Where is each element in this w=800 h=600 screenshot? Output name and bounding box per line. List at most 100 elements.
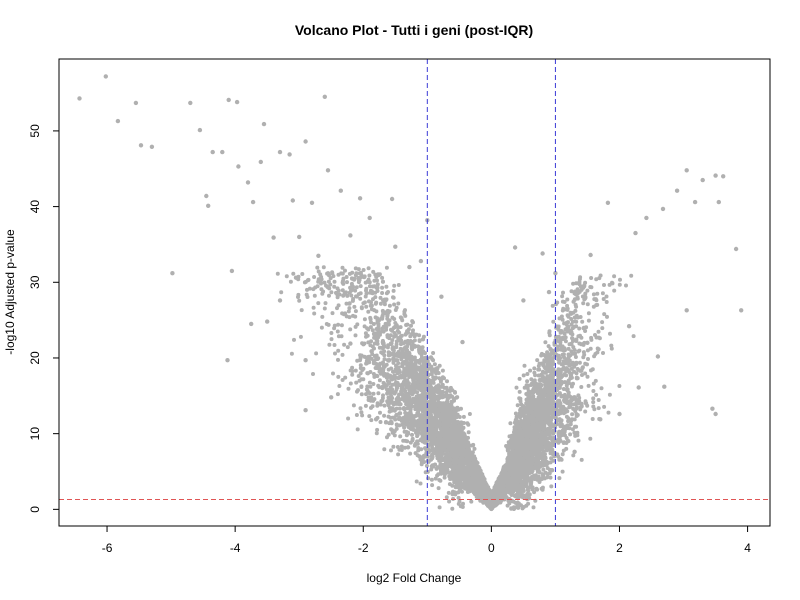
data-point xyxy=(461,421,466,425)
data-point xyxy=(393,367,398,372)
data-point xyxy=(384,284,389,289)
data-point xyxy=(565,306,570,311)
data-point xyxy=(316,253,321,258)
data-point xyxy=(359,275,364,279)
data-point xyxy=(583,409,588,414)
data-point xyxy=(609,346,614,351)
data-point xyxy=(320,314,325,319)
data-point xyxy=(391,295,395,300)
data-point xyxy=(599,386,604,391)
data-point xyxy=(591,389,596,393)
data-point xyxy=(380,279,385,284)
data-point xyxy=(405,445,411,450)
data-point xyxy=(348,233,353,238)
data-point xyxy=(403,313,408,318)
data-point xyxy=(220,149,225,155)
data-point xyxy=(739,308,744,313)
data-point xyxy=(343,375,348,380)
data-point xyxy=(384,265,389,270)
data-point xyxy=(378,420,383,424)
data-point xyxy=(329,395,334,400)
data-point xyxy=(398,411,403,416)
data-point xyxy=(514,414,519,419)
data-point xyxy=(355,358,360,363)
data-point xyxy=(331,371,335,376)
data-point xyxy=(585,374,590,379)
data-point xyxy=(617,411,622,417)
data-point xyxy=(574,360,579,365)
data-point xyxy=(423,410,427,415)
data-point xyxy=(353,368,358,373)
data-point xyxy=(369,349,374,354)
data-point xyxy=(512,245,518,250)
data-point xyxy=(379,367,384,372)
data-point xyxy=(566,401,571,406)
data-point xyxy=(204,193,209,199)
data-point xyxy=(406,404,411,409)
data-point xyxy=(332,284,337,289)
data-point xyxy=(279,290,284,295)
data-point xyxy=(549,398,554,403)
data-point xyxy=(404,385,409,390)
data-point xyxy=(382,447,387,452)
data-point xyxy=(581,301,586,306)
data-point xyxy=(543,340,548,345)
data-point xyxy=(419,462,424,467)
data-point xyxy=(578,405,583,410)
data-point xyxy=(562,336,567,341)
data-point xyxy=(358,363,363,368)
data-point xyxy=(588,285,593,289)
data-point xyxy=(350,287,355,292)
data-point xyxy=(430,446,435,451)
data-point xyxy=(428,401,433,406)
data-point xyxy=(570,412,575,417)
data-point xyxy=(364,304,369,309)
data-point xyxy=(234,99,240,105)
data-point xyxy=(330,311,335,316)
data-point xyxy=(595,302,600,307)
data-point xyxy=(572,348,577,352)
data-point xyxy=(547,330,552,335)
data-point xyxy=(380,275,385,280)
data-point xyxy=(441,405,446,409)
chart-title: Volcano Plot - Tutti i geni (post-IQR) xyxy=(295,22,533,38)
data-point xyxy=(660,206,666,212)
data-point xyxy=(385,435,389,440)
data-point xyxy=(431,438,436,443)
data-point xyxy=(298,334,303,339)
data-point xyxy=(366,398,371,402)
data-point xyxy=(414,403,418,408)
data-point xyxy=(445,388,450,393)
data-point xyxy=(523,406,528,411)
data-point xyxy=(416,359,421,363)
data-point xyxy=(515,403,520,408)
data-point xyxy=(585,340,590,345)
data-point xyxy=(580,373,584,377)
data-point xyxy=(371,382,376,386)
data-point xyxy=(369,339,374,344)
data-point xyxy=(331,274,336,279)
data-point xyxy=(591,292,596,297)
data-point xyxy=(617,282,622,287)
data-point xyxy=(564,436,569,440)
data-point xyxy=(296,277,301,282)
data-point xyxy=(440,368,445,373)
data-point xyxy=(329,331,334,335)
data-point xyxy=(397,392,401,397)
data-point xyxy=(323,301,328,306)
data-point xyxy=(526,501,531,506)
data-point xyxy=(383,298,388,303)
data-point xyxy=(412,443,417,448)
data-point xyxy=(390,338,395,343)
data-point xyxy=(415,380,420,385)
data-point xyxy=(367,380,372,385)
data-point xyxy=(549,360,554,365)
data-point xyxy=(568,422,573,427)
data-point xyxy=(362,317,367,322)
data-point xyxy=(428,442,433,447)
data-point xyxy=(569,373,574,378)
data-point xyxy=(713,411,718,417)
data-point xyxy=(568,432,573,437)
data-point xyxy=(595,350,600,355)
data-point xyxy=(371,398,376,403)
